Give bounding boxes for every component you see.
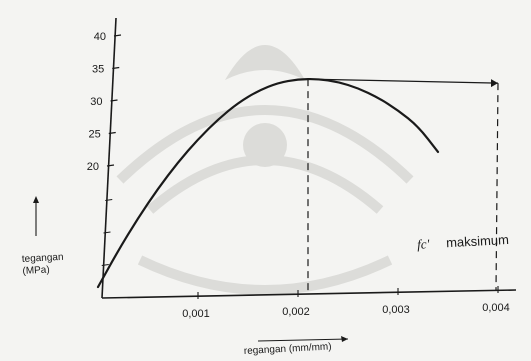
y-axis-label: tegangan (MPa) — [22, 252, 68, 277]
peak-arrowhead — [491, 79, 498, 88]
peak-annotation-text: maksimum — [446, 232, 510, 250]
stress-strain-curve — [96, 77, 440, 289]
x-axis-line — [101, 289, 517, 299]
y-minor-tick — [101, 263, 109, 267]
y-tick-mark — [112, 66, 120, 70]
x-axis-arrow — [257, 338, 349, 342]
chart-series — [96, 77, 440, 289]
peak-stress-line — [307, 78, 499, 84]
y-axis-label-unit: (MPa) — [22, 265, 50, 277]
chart-guides — [307, 78, 499, 293]
x-tick-label: 0,003 — [382, 304, 410, 316]
chart-axes — [101, 17, 517, 299]
chart-ticks: 20 25 30 35 40 0,001 0,002 0,003 0,004 — [33, 31, 510, 342]
y-tick-mark — [113, 34, 122, 37]
y-minor-tick — [105, 198, 113, 202]
x-axis-label: regangan (mm/mm) — [244, 341, 332, 357]
y-tick-label: 30 — [90, 96, 102, 108]
y-tick-mark — [108, 131, 116, 135]
max-strain-dash — [495, 83, 499, 291]
x-tick-label: 0,004 — [482, 302, 510, 314]
y-axis-line — [101, 17, 117, 299]
y-tick-label: 40 — [94, 31, 106, 43]
y-tick-mark — [110, 99, 118, 102]
x-tick-label: 0,002 — [282, 306, 310, 318]
peak-annotation-symbol: fc' — [417, 236, 430, 252]
y-minor-tick — [103, 231, 111, 234]
y-axis-label-text: tegangan — [22, 252, 64, 265]
y-tick-label: 25 — [89, 129, 101, 141]
y-axis-arrowhead — [33, 196, 39, 203]
y-tick-mark — [106, 164, 115, 167]
peak-annotation: fc' maksimum — [417, 232, 510, 252]
y-tick-label: 20 — [87, 161, 99, 173]
x-axis-arrowhead — [341, 336, 348, 342]
x-tick-label: 0,001 — [182, 308, 210, 320]
y-tick-label: 35 — [92, 64, 104, 76]
